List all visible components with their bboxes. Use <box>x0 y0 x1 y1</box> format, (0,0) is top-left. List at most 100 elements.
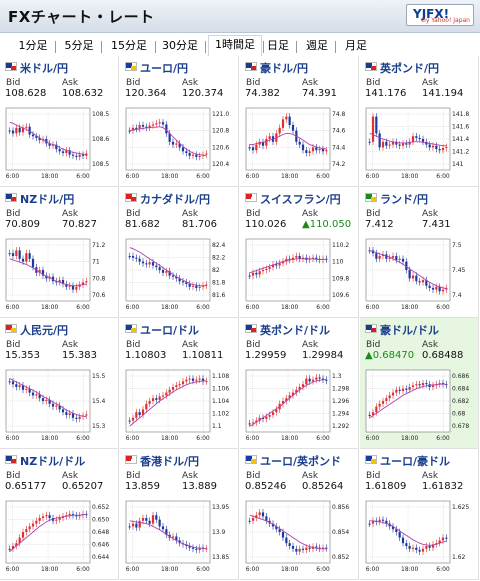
rate-card[interactable]: ユーロ/豪ドル Bid Ask 1.61809 1.61832 1.625 1.62 6:00… <box>360 449 479 580</box>
eu-flag-icon <box>245 455 257 464</box>
tab-15分足[interactable]: 15分足 <box>111 39 147 52</box>
rate-card[interactable]: 香港ドル/円 Bid Ask 13.859 13.889 13.95 13.9 13.85 6:… <box>120 449 239 580</box>
rate-card[interactable]: NZドル/円 Bid Ask 70.809 70.827 71.2 71 70.8 70.6 6:… <box>0 187 119 318</box>
rate-card[interactable]: ユーロ/ドル Bid Ask 1.10803 1.10811 1.108 1.106 1.10… <box>120 318 239 449</box>
candle <box>8 130 11 132</box>
candle <box>185 379 188 382</box>
yjfx-logo[interactable]: YJFX! by Yahoo! Japan <box>406 4 474 26</box>
candle <box>441 147 445 151</box>
rate-card[interactable]: 米ドル/円 Bid Ask 108.628 108.632 108.5 108.6 108.5… <box>0 56 119 187</box>
pair-name[interactable]: カナダドル/円 <box>140 193 211 206</box>
candle <box>251 147 255 151</box>
rate-card[interactable]: 豪ドル/ドル Bid Ask ▲0.68470 0.68488 0.686 0.684 0.6… <box>360 318 479 449</box>
tab-月足[interactable]: 月足 <box>345 39 367 52</box>
candle <box>38 270 41 273</box>
candle <box>378 519 381 522</box>
pair-name[interactable]: 米ドル/円 <box>20 62 69 75</box>
pair-name[interactable]: ユーロ/ドル <box>140 324 200 337</box>
pair-name[interactable]: 英ポンド/ドル <box>260 324 331 337</box>
x-tick-label: 6:00 <box>6 566 20 573</box>
candle <box>391 256 395 258</box>
pair-name[interactable]: 豪ドル/円 <box>260 62 309 75</box>
candle <box>395 389 398 393</box>
candle <box>178 143 181 148</box>
tab-30分足[interactable]: 30分足 <box>162 39 198 52</box>
rate-card[interactable]: 英ポンド/ドル Bid Ask 1.29959 1.29984 1.3 1.298 1.296… <box>240 318 359 449</box>
rate-card[interactable]: NZドル/ドル Bid Ask 0.65177 0.65207 0.652 0.650 0.6… <box>0 449 119 580</box>
candle <box>128 420 131 422</box>
candle <box>148 262 151 265</box>
candle <box>75 515 78 517</box>
y-tick-label: 70.8 <box>92 275 106 282</box>
tab-日足[interactable]: 日足 <box>267 39 289 52</box>
candlestick-chart[interactable]: 7.57.457.46:00 18:00 6:00 <box>364 235 477 315</box>
bid-value: 70.809 <box>5 219 40 230</box>
pair-name[interactable]: 人民元/円 <box>20 324 69 337</box>
candle <box>411 275 415 279</box>
moving-average-line <box>369 383 447 419</box>
rate-card[interactable]: カナダドル/円 Bid Ask 81.682 81.706 82.4 82.2 82 81.8 8… <box>120 187 239 318</box>
bid-value: ▲0.68470 <box>365 350 415 361</box>
candle <box>251 422 255 424</box>
ask-label: Ask <box>302 471 319 481</box>
candle <box>85 414 88 416</box>
y-tick-label: 110 <box>332 259 344 266</box>
bid-label: Bid <box>126 209 141 219</box>
tab-separator <box>101 41 102 53</box>
x-tick-label: 6:00 <box>196 173 210 180</box>
x-tick-label: 6:00 <box>6 304 20 311</box>
tab-1時間足[interactable]: 1時間足 <box>208 35 262 56</box>
candle <box>415 275 418 282</box>
rate-card[interactable]: 豪ドル/円 Bid Ask 74.382 74.391 74.8 74.6 74.4 74.2 6… <box>240 56 359 187</box>
pair-name[interactable]: スイスフラン/円 <box>260 193 341 206</box>
candle <box>375 253 378 259</box>
candle <box>265 516 268 521</box>
pair-name[interactable]: ユーロ/豪ドル <box>380 455 451 468</box>
candlestick-chart[interactable]: 15.515.415.36:00 18:00 6:00 <box>4 366 117 446</box>
x-tick-label: 18:00 <box>41 304 58 311</box>
candle <box>8 253 11 255</box>
rate-card[interactable]: ユーロ/円 Bid Ask 120.364 120.374 121.0 120.8 120.6… <box>120 56 239 187</box>
candle <box>325 150 328 152</box>
pair-name[interactable]: 豪ドル/ドル <box>380 324 440 337</box>
y-tick-label: 1.1 <box>212 423 222 430</box>
candle <box>45 139 48 144</box>
candle <box>428 546 431 548</box>
candlestick-chart[interactable]: 74.874.674.474.26:00 18:00 6:00 <box>244 104 357 184</box>
candle <box>55 144 58 150</box>
pair-name[interactable]: ランド/円 <box>380 193 429 206</box>
rate-card[interactable]: 英ポンド/円 Bid Ask 141.176 141.194 141.8 141.6 141.… <box>360 56 479 187</box>
au-flag-icon <box>365 324 377 333</box>
bid-value: 7.412 <box>365 219 394 230</box>
pair-name[interactable]: ユーロ/英ポンド <box>260 455 342 468</box>
tab-1分足[interactable]: 1分足 <box>18 39 48 52</box>
tab-5分足[interactable]: 5分足 <box>64 39 94 52</box>
rate-card[interactable]: ランド/円 Bid Ask 7.412 7.431 7.5 7.45 7.4 6:00 18:00… <box>360 187 479 318</box>
candle <box>41 270 45 276</box>
candle <box>418 384 421 386</box>
candle <box>298 548 301 552</box>
pair-name[interactable]: NZドル/円 <box>20 193 75 206</box>
candle <box>261 270 265 272</box>
pair-name[interactable]: NZドル/ドル <box>20 455 86 468</box>
rate-card[interactable]: スイスフラン/円 Bid Ask 110.026 ▲110.050 110.2 110 109… <box>240 187 359 318</box>
pair-name[interactable]: ユーロ/円 <box>140 62 189 75</box>
pair-name[interactable]: 英ポンド/円 <box>380 62 440 75</box>
pair-name[interactable]: 香港ドル/円 <box>140 455 200 468</box>
rate-card[interactable]: ユーロ/英ポンド Bid Ask 0.85246 0.85264 0.856 0.854 0.… <box>240 449 359 580</box>
rate-card[interactable]: 人民元/円 Bid Ask 15.353 15.383 15.5 15.4 15.3 6:00 1… <box>0 318 119 449</box>
tab-週足[interactable]: 週足 <box>306 39 328 52</box>
